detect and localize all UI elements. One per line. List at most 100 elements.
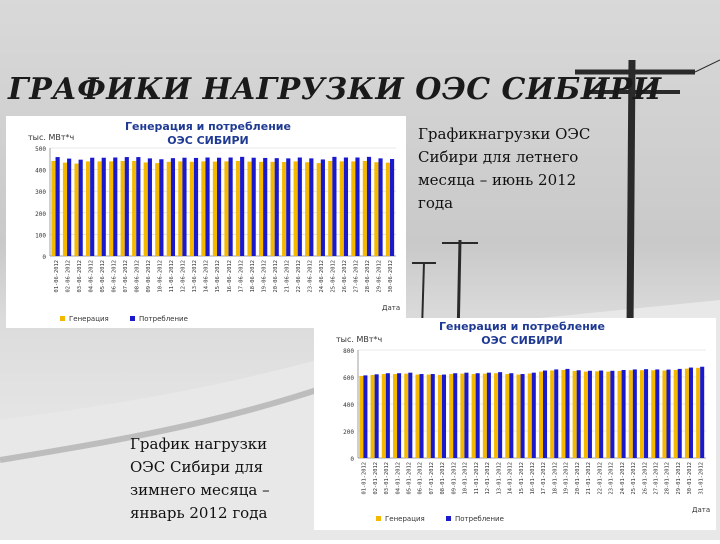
chart-title-line2: ОЭС СИБИРИ xyxy=(167,134,248,147)
x-tick-label: 03-06-2012 xyxy=(77,260,83,292)
legend-entry: Потребление xyxy=(455,515,504,523)
bar-consumption xyxy=(419,374,424,458)
bar-generation xyxy=(235,160,241,256)
bar-consumption xyxy=(453,373,458,458)
bar-generation xyxy=(282,162,287,256)
bar-generation xyxy=(247,161,252,256)
x-tick-label: 03-01-2012 xyxy=(384,462,390,494)
x-tick-label: 08-06-2012 xyxy=(135,260,141,292)
bar-consumption xyxy=(408,372,413,458)
x-tick-label: 04-01-2012 xyxy=(395,462,401,494)
bar-consumption xyxy=(621,369,626,458)
bar-generation xyxy=(426,374,431,458)
bar-consumption xyxy=(520,374,525,458)
x-tick-label: 21-01-2012 xyxy=(586,462,592,494)
bar-consumption xyxy=(355,157,360,256)
chart-title: Генерация и потребление xyxy=(125,120,291,133)
x-tick-label: 14-01-2012 xyxy=(508,462,514,494)
x-tick-label: 16-06-2012 xyxy=(227,260,233,292)
bar-generation xyxy=(482,373,487,458)
bar-consumption xyxy=(599,370,604,458)
x-tick-label: 28-06-2012 xyxy=(365,260,371,292)
bar-consumption xyxy=(193,157,199,256)
bar-consumption xyxy=(632,369,637,458)
bar-consumption xyxy=(397,373,402,458)
caption-winter: График нагрузки ОЭС Сибири для зимнего м… xyxy=(130,435,270,522)
x-tick-label: 07-01-2012 xyxy=(429,462,435,494)
bar-consumption xyxy=(182,157,187,256)
y-axis-label: тыс. МВт*ч xyxy=(28,133,74,142)
bar-generation xyxy=(359,375,364,458)
x-tick-label: 17-06-2012 xyxy=(238,260,244,292)
y-tick-label: 800 xyxy=(343,348,354,355)
bar-generation xyxy=(696,367,701,458)
x-tick-label: 18-01-2012 xyxy=(552,462,558,494)
x-tick-label: 22-01-2012 xyxy=(597,462,603,494)
x-tick-label: 28-01-2012 xyxy=(665,462,671,494)
legend-entry: Генерация xyxy=(385,515,425,523)
bar-generation xyxy=(374,162,379,256)
y-tick-label: 400 xyxy=(35,168,46,175)
bar-consumption xyxy=(297,157,302,256)
bar-consumption xyxy=(655,369,660,458)
x-tick-label: 15-01-2012 xyxy=(519,462,525,494)
x-tick-label: 01-01-2012 xyxy=(362,462,368,494)
chart-panel-june: Генерация и потребление ОЭС СИБИРИ тыс. МВ… xyxy=(6,116,406,328)
bar-generation xyxy=(561,369,566,458)
chart-title-line2: ОЭС СИБИРИ xyxy=(481,334,562,347)
bar-consumption xyxy=(509,373,514,458)
x-tick-label: 19-06-2012 xyxy=(261,260,267,292)
bar-generation xyxy=(155,163,160,256)
bar-consumption xyxy=(543,370,548,458)
bar-consumption xyxy=(486,372,491,458)
bar-consumption xyxy=(378,158,383,256)
bar-generation xyxy=(381,374,386,458)
legend-swatch xyxy=(446,516,451,521)
y-tick-label: 500 xyxy=(35,146,46,153)
bar-consumption xyxy=(531,372,536,458)
bar-generation xyxy=(460,373,465,458)
bar-generation xyxy=(305,162,310,256)
bar-generation xyxy=(583,371,588,458)
bar-consumption xyxy=(147,158,152,256)
x-tick-label: 01-06-2012 xyxy=(54,260,60,292)
y-tick-label: 100 xyxy=(35,232,46,239)
bar-consumption xyxy=(363,375,368,458)
bar-consumption xyxy=(101,157,106,256)
bar-generation xyxy=(178,161,183,256)
bar-consumption xyxy=(374,374,379,458)
bar-generation xyxy=(224,161,229,256)
x-tick-label: 20-01-2012 xyxy=(575,462,581,494)
x-tick-label: 14-06-2012 xyxy=(204,260,210,292)
x-tick-label: 18-06-2012 xyxy=(250,260,256,292)
chart-title: Генерация и потребление xyxy=(439,320,605,333)
x-tick-label: 23-06-2012 xyxy=(308,260,314,292)
x-tick-label: 13-01-2012 xyxy=(496,462,502,494)
bar-consumption xyxy=(240,156,245,256)
x-tick-label: 05-06-2012 xyxy=(100,260,106,292)
bar-consumption xyxy=(67,158,72,256)
bar-generation xyxy=(673,369,678,458)
bar-generation xyxy=(393,374,398,458)
x-tick-label: 26-06-2012 xyxy=(342,260,348,292)
bar-consumption xyxy=(309,158,314,256)
y-tick-label: 200 xyxy=(343,429,354,436)
y-tick-label: 300 xyxy=(35,189,46,196)
y-axis-label: тыс. МВт*ч xyxy=(336,335,382,344)
x-tick-label: 27-06-2012 xyxy=(354,260,360,292)
bar-consumption xyxy=(464,372,469,458)
bar-consumption xyxy=(343,157,349,256)
bar-generation xyxy=(449,374,454,458)
x-tick-label: 07-06-2012 xyxy=(123,260,129,292)
bar-generation xyxy=(370,374,375,458)
x-tick-label: 11-01-2012 xyxy=(474,462,480,494)
legend-entry: Потребление xyxy=(139,315,188,323)
x-tick-label: 24-01-2012 xyxy=(620,462,626,494)
x-tick-label: 25-06-2012 xyxy=(331,260,337,292)
x-tick-label: 26-01-2012 xyxy=(642,462,648,494)
bar-generation xyxy=(120,160,125,256)
x-tick-label: 15-06-2012 xyxy=(215,260,221,292)
bar-generation xyxy=(132,160,137,256)
x-tick-label: 10-01-2012 xyxy=(463,462,469,494)
bar-generation xyxy=(662,370,667,458)
